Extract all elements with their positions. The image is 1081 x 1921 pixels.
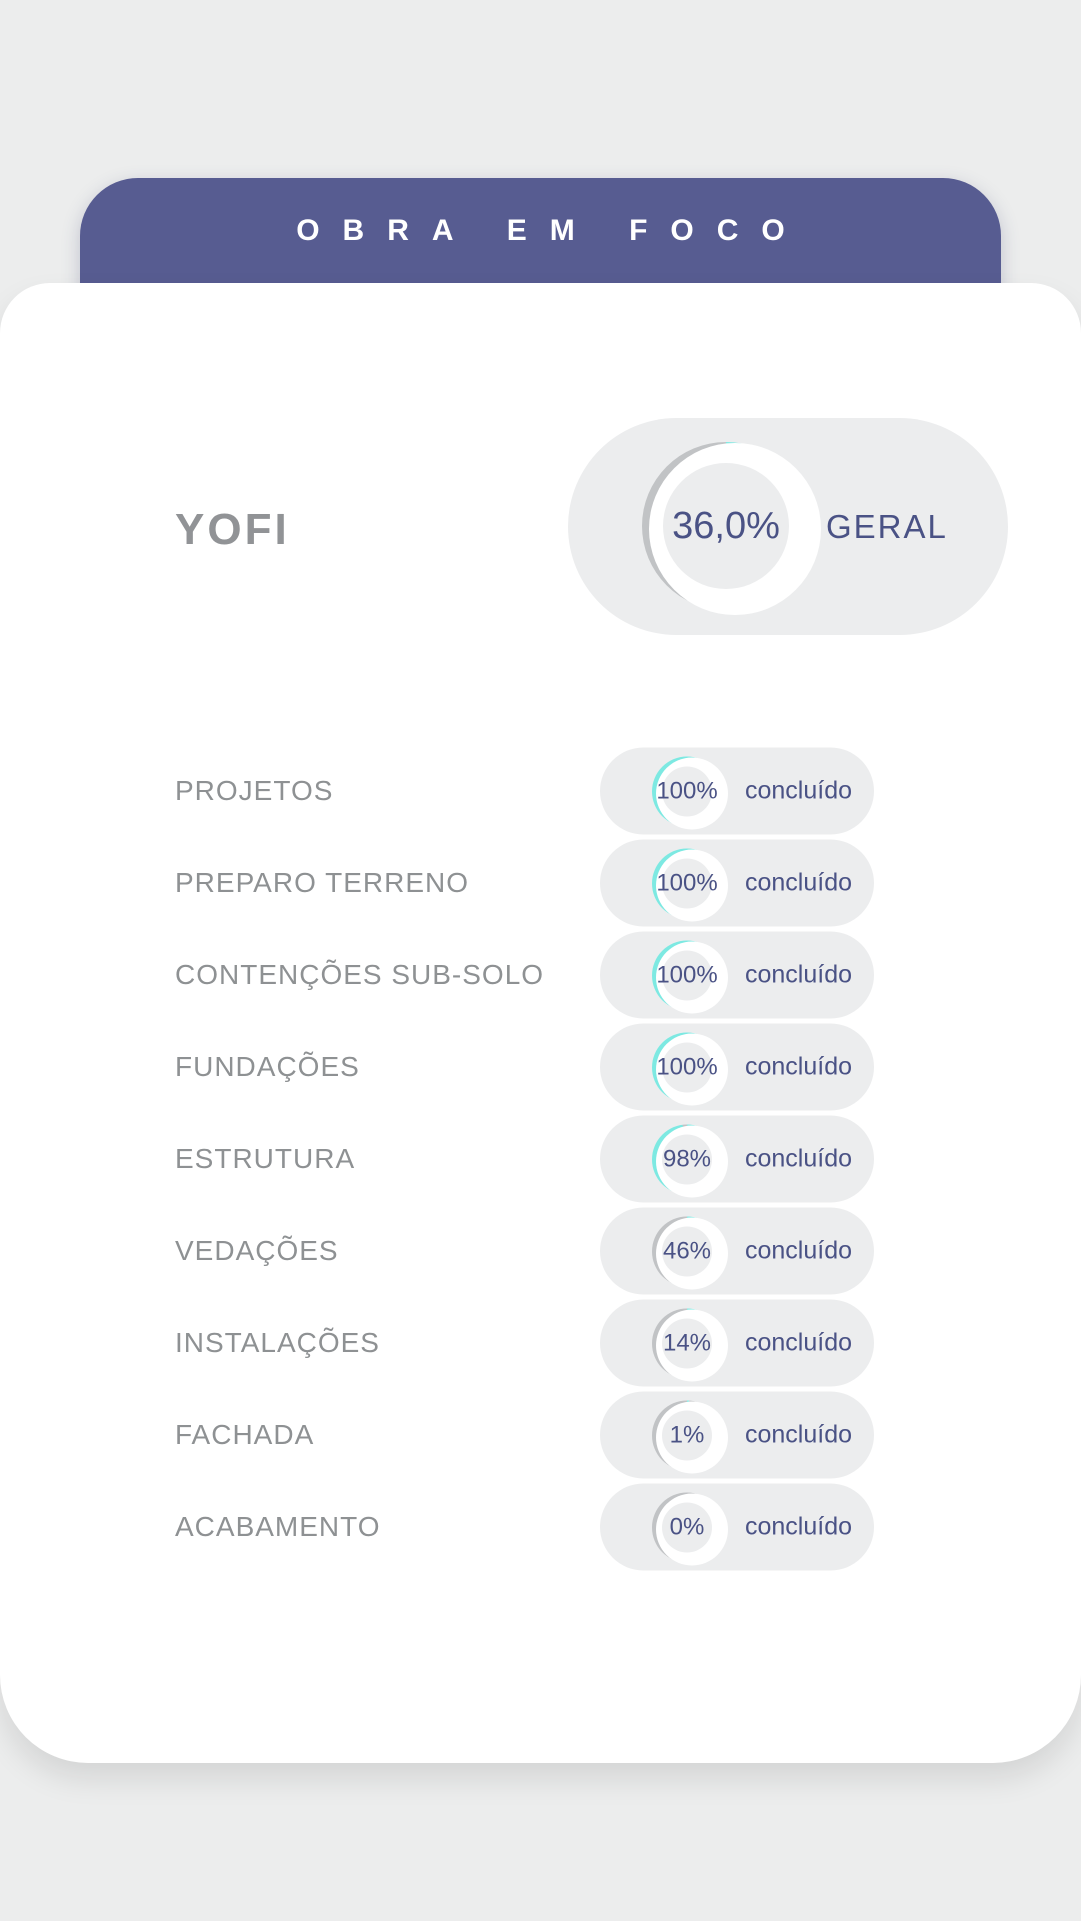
phase-progress-pill: 1% concluído xyxy=(600,1391,874,1479)
phase-row: VEDAÇÕES 46% concluído xyxy=(0,1205,1081,1297)
overall-percent-value: 36,0% xyxy=(672,504,780,547)
project-name: YOFI xyxy=(175,505,290,554)
phase-percent-value: 46% xyxy=(662,1237,712,1264)
phase-status: concluído xyxy=(745,868,853,897)
phase-percent-value: 100% xyxy=(656,869,718,896)
phase-label: ESTRUTURA xyxy=(175,1143,356,1174)
phase-percent-value: 100% xyxy=(656,777,718,804)
phase-donut-hole: 100% xyxy=(656,950,718,1000)
phase-row: ESTRUTURA 98% concluído xyxy=(0,1113,1081,1205)
phase-percent-value: 98% xyxy=(662,1145,712,1172)
phase-donut-hole: 100% xyxy=(656,766,718,816)
overall-donut-hole: 36,0% xyxy=(663,463,789,589)
phase-list: PROJETOS 100% concluído PREPARO TERRENO xyxy=(0,745,1081,1573)
phase-donut-hole: 98% xyxy=(662,1134,712,1184)
phase-donut-chart: 1% xyxy=(652,1400,722,1470)
overall-label: GERAL xyxy=(826,507,948,545)
phase-donut-chart: 100% xyxy=(652,940,722,1010)
phase-progress-pill: 14% concluído xyxy=(600,1299,874,1387)
phase-percent-value: 14% xyxy=(662,1329,712,1356)
phase-row: CONTENÇÕES SUB-SOLO 100% concluído xyxy=(0,929,1081,1021)
phase-status: concluído xyxy=(745,1328,853,1357)
phase-label: FACHADA xyxy=(175,1419,315,1450)
phase-donut-hole: 100% xyxy=(656,858,718,908)
phase-progress-pill: 98% concluído xyxy=(600,1115,874,1203)
phase-status: concluído xyxy=(745,960,853,989)
phase-label: PREPARO TERRENO xyxy=(175,867,470,898)
phase-progress-pill: 100% concluído xyxy=(600,1023,874,1111)
phase-donut-chart: 46% xyxy=(652,1216,722,1286)
phase-donut-chart: 100% xyxy=(652,756,722,826)
phase-percent-value: 100% xyxy=(656,1053,718,1080)
overall-progress-pill: 36,0% GERAL xyxy=(568,418,1008,635)
phase-status: concluído xyxy=(745,1512,853,1541)
phase-row: FUNDAÇÕES 100% concluído xyxy=(0,1021,1081,1113)
phase-row: ACABAMENTO 0% concluído xyxy=(0,1481,1081,1573)
phase-donut-hole: 14% xyxy=(662,1318,712,1368)
phase-donut-chart: 100% xyxy=(652,848,722,918)
page-title: OBRA EM FOCO xyxy=(296,214,808,247)
phase-label: ACABAMENTO xyxy=(175,1511,381,1542)
phase-progress-pill: 100% concluído xyxy=(600,931,874,1019)
phase-status: concluído xyxy=(745,1144,853,1173)
phase-row: PROJETOS 100% concluído xyxy=(0,745,1081,837)
phase-row: FACHADA 1% concluído xyxy=(0,1389,1081,1481)
phase-donut-hole: 1% xyxy=(662,1410,712,1460)
phase-donut-hole: 100% xyxy=(656,1042,718,1092)
phase-donut-chart: 100% xyxy=(652,1032,722,1102)
phase-percent-value: 1% xyxy=(669,1421,705,1448)
phase-label: INSTALAÇÕES xyxy=(175,1327,380,1358)
phase-progress-pill: 46% concluído xyxy=(600,1207,874,1295)
phase-status: concluído xyxy=(745,776,853,805)
phase-percent-value: 0% xyxy=(669,1513,705,1540)
phase-donut-hole: 46% xyxy=(662,1226,712,1276)
phase-progress-pill: 100% concluído xyxy=(600,747,874,835)
phase-status: concluído xyxy=(745,1052,853,1081)
phase-label: VEDAÇÕES xyxy=(175,1235,339,1266)
phase-label: CONTENÇÕES SUB-SOLO xyxy=(175,959,545,990)
phase-donut-chart: 14% xyxy=(652,1308,722,1378)
phase-row: PREPARO TERRENO 100% concluído xyxy=(0,837,1081,929)
phase-percent-value: 100% xyxy=(656,961,718,988)
phase-progress-pill: 0% concluído xyxy=(600,1483,874,1571)
phase-label: FUNDAÇÕES xyxy=(175,1051,360,1082)
phase-row: INSTALAÇÕES 14% concluído xyxy=(0,1297,1081,1389)
phase-status: concluído xyxy=(745,1236,853,1265)
main-card: YOFI 36,0% GERAL PROJETOS 100% concluíd xyxy=(0,283,1081,1763)
phase-donut-hole: 0% xyxy=(662,1502,712,1552)
phase-donut-chart: 0% xyxy=(652,1492,722,1562)
phase-progress-pill: 100% concluído xyxy=(600,839,874,927)
phase-status: concluído xyxy=(745,1420,853,1449)
overall-donut-chart: 36,0% xyxy=(642,442,810,610)
phase-label: PROJETOS xyxy=(175,775,334,806)
phase-donut-chart: 98% xyxy=(652,1124,722,1194)
